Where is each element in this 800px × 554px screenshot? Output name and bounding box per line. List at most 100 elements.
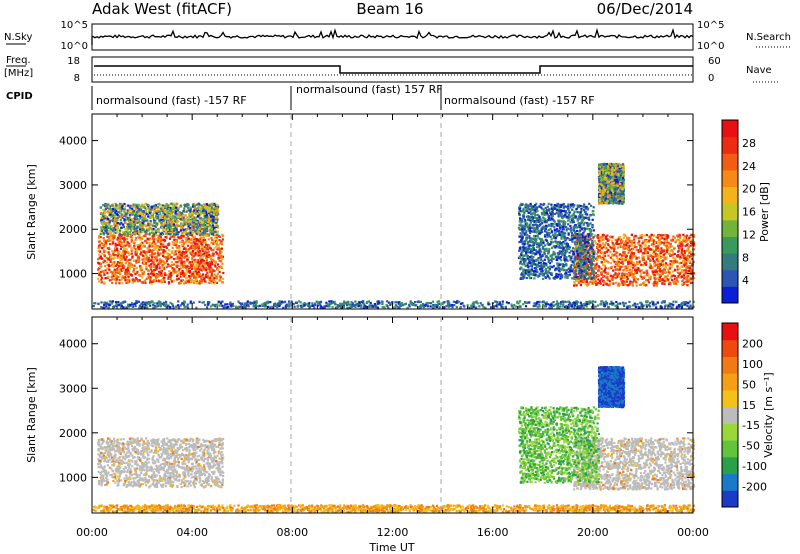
echo-pixel — [678, 239, 681, 242]
echo-pixel — [212, 213, 216, 216]
echo-pixel — [153, 247, 157, 250]
echo-pixel — [105, 256, 108, 259]
echo-pixel — [134, 205, 137, 208]
echo-pixel — [665, 249, 669, 252]
echo-pixel — [153, 211, 156, 214]
echo-pixel — [160, 221, 163, 224]
echo-pixel — [188, 248, 191, 251]
echo-pixel — [193, 281, 196, 284]
echo-pixel — [124, 231, 127, 235]
echo-pixel — [186, 222, 190, 225]
echo-pixel — [164, 210, 167, 213]
echo-pixel — [221, 262, 224, 265]
echo-pixel — [173, 206, 176, 209]
echo-pixel — [112, 272, 115, 275]
echo-pixel — [207, 248, 210, 251]
echo-pixel — [196, 212, 199, 215]
echo-pixel — [172, 272, 175, 275]
echo-pixel — [578, 252, 581, 255]
echo-pixel — [625, 244, 628, 247]
echo-pixel — [215, 241, 219, 244]
echo-pixel — [106, 272, 109, 275]
echo-pixel — [625, 269, 628, 272]
echo-pixel — [555, 272, 558, 276]
echo-pixel — [213, 242, 216, 245]
echo-pixel — [209, 219, 212, 222]
echo-pixel — [148, 238, 151, 241]
echo-pixel — [205, 262, 208, 265]
echo-pixel — [667, 268, 670, 271]
echo-pixel — [195, 232, 198, 235]
echo-pixel — [152, 208, 155, 211]
echo-pixel — [123, 207, 126, 210]
echo-pixel — [633, 255, 636, 258]
echo-pixel — [113, 234, 116, 238]
echo-pixel — [211, 233, 214, 236]
echo-pixel — [105, 226, 108, 229]
echo-pixel — [153, 268, 157, 271]
echo-pixel — [569, 224, 572, 228]
echo-pixel — [193, 268, 196, 271]
echo-pixel — [668, 252, 671, 255]
echo-pixel — [185, 204, 189, 207]
echo-pixel — [215, 208, 219, 211]
echo-pixel — [116, 263, 119, 266]
echo-pixel — [115, 225, 118, 228]
echo-pixel — [126, 216, 130, 219]
echo-pixel — [209, 270, 212, 273]
echo-pixel — [119, 237, 122, 240]
echo-pixel — [612, 282, 615, 285]
echo-pixel — [165, 256, 168, 259]
echo-pixel — [208, 278, 211, 281]
echo-pixel — [148, 264, 151, 267]
echo-pixel — [119, 247, 122, 250]
echo-pixel — [549, 213, 553, 216]
echo-pixel — [122, 255, 125, 258]
echo-pixel — [132, 265, 135, 268]
echo-pixel — [218, 252, 221, 255]
echo-pixel — [213, 206, 216, 209]
echo-pixel — [196, 238, 199, 241]
echo-pixel — [686, 280, 689, 283]
echo-pixel — [145, 268, 148, 271]
echo-pixel — [174, 250, 177, 253]
echo-pixel — [131, 225, 134, 229]
echo-pixel — [162, 243, 165, 246]
echo-pixel — [631, 284, 634, 287]
echo-pixel — [195, 203, 198, 206]
echo-pixel — [100, 257, 103, 260]
echo-pixel — [126, 229, 129, 232]
echo-pixel — [126, 238, 129, 241]
echo-pixel — [685, 244, 689, 247]
echo-pixel — [604, 267, 607, 270]
echo-pixel — [191, 215, 194, 219]
echo-pixel — [538, 205, 541, 208]
echo-pixel — [195, 210, 199, 213]
echo-pixel — [173, 218, 177, 221]
echo-pixel — [153, 220, 156, 224]
echo-pixel — [599, 236, 602, 239]
echo-pixel — [106, 257, 110, 260]
echo-pixel — [182, 213, 185, 216]
echo-pixel — [200, 218, 203, 221]
echo-pixel — [173, 220, 177, 223]
echo-pixel — [118, 282, 121, 285]
echo-pixel — [157, 228, 160, 231]
echo-pixel — [658, 238, 661, 241]
echo-pixel — [618, 243, 621, 246]
echo-pixel — [198, 213, 201, 216]
echo-pixel — [128, 210, 131, 213]
echo-pixel — [182, 235, 185, 238]
echo-pixel — [154, 217, 157, 220]
echo-pixel — [683, 239, 686, 242]
echo-pixel — [183, 205, 187, 208]
echo-pixel — [110, 275, 113, 278]
echo-pixel — [651, 252, 654, 255]
echo-pixel — [119, 212, 122, 215]
echo-pixel — [619, 283, 622, 286]
echo-pixel — [196, 209, 199, 212]
echo-pixel — [205, 266, 208, 269]
echo-pixel — [110, 256, 113, 260]
echo-pixel — [212, 252, 215, 255]
echo-pixel — [114, 231, 117, 234]
